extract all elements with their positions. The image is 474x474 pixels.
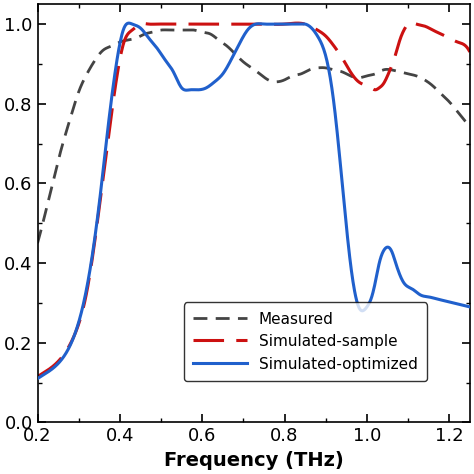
- Measured: [463, 119, 469, 125]
- Measured: [295, 72, 301, 78]
- Measured: [188, 27, 194, 33]
- Line: Measured: Measured: [37, 30, 466, 243]
- Simulated-optimized: [126, 20, 132, 26]
- Simulated-sample: [467, 49, 473, 55]
- Measured: [308, 66, 314, 72]
- Simulated-sample: [310, 25, 316, 30]
- Measured: [404, 71, 410, 76]
- Measured: [284, 76, 290, 82]
- Measured: [35, 240, 40, 246]
- Simulated-optimized: [310, 27, 316, 33]
- Simulated-sample: [61, 351, 67, 357]
- Simulated-sample: [297, 20, 303, 26]
- Simulated-optimized: [467, 304, 473, 310]
- Simulated-optimized: [35, 376, 40, 382]
- Simulated-optimized: [286, 21, 292, 27]
- Measured: [61, 137, 67, 143]
- Simulated-optimized: [363, 305, 369, 311]
- Simulated-sample: [407, 20, 413, 26]
- Simulated-optimized: [298, 21, 303, 27]
- Simulated-sample: [35, 374, 40, 380]
- Simulated-optimized: [61, 353, 67, 359]
- Simulated-sample: [363, 82, 368, 88]
- Measured: [360, 74, 365, 80]
- Legend: Measured, Simulated-sample, Simulated-optimized: Measured, Simulated-sample, Simulated-op…: [184, 302, 427, 381]
- X-axis label: Frequency (THz): Frequency (THz): [164, 451, 344, 470]
- Line: Simulated-sample: Simulated-sample: [37, 23, 470, 377]
- Simulated-sample: [286, 21, 292, 27]
- Line: Simulated-optimized: Simulated-optimized: [37, 23, 470, 379]
- Simulated-optimized: [408, 285, 413, 291]
- Simulated-sample: [409, 20, 414, 26]
